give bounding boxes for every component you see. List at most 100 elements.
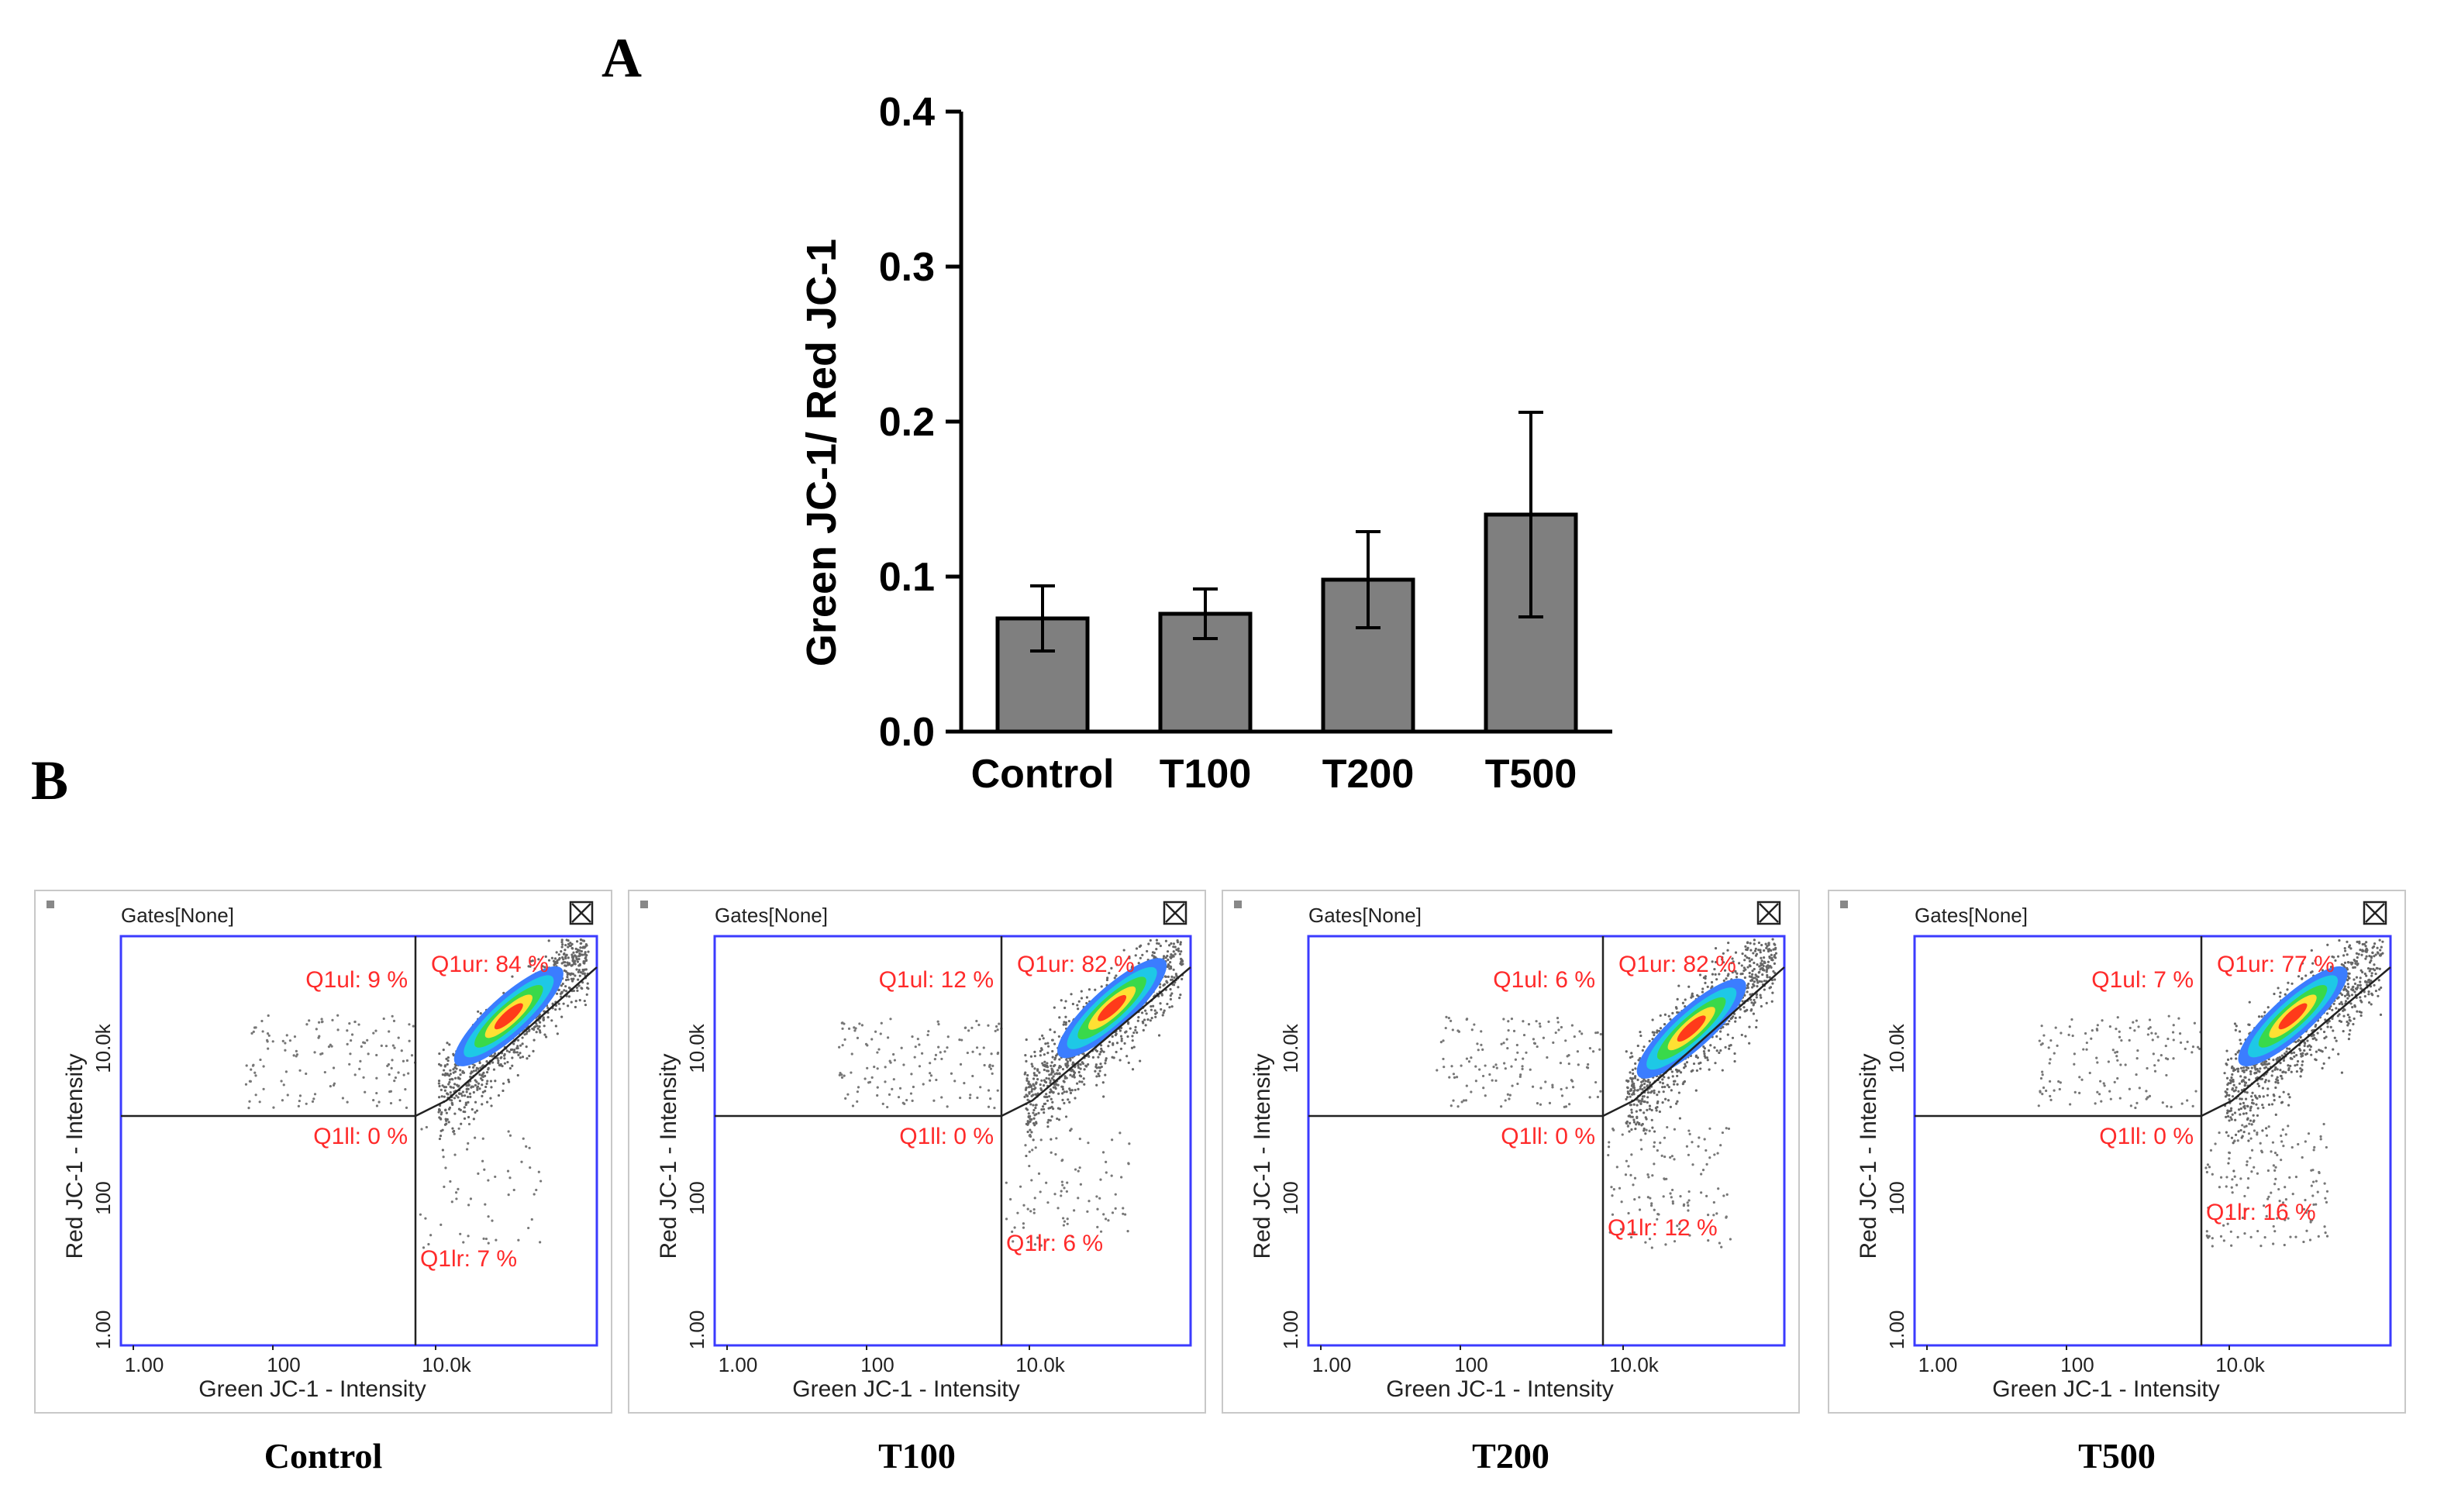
event-dot xyxy=(2246,1118,2249,1121)
event-dot xyxy=(1748,959,1752,963)
event-dot xyxy=(481,1094,484,1097)
event-dot xyxy=(1761,973,1764,976)
event-dot xyxy=(2239,1102,2242,1105)
event-dot xyxy=(412,1025,415,1028)
event-dot xyxy=(2191,1104,2194,1107)
event-dot xyxy=(550,956,554,959)
event-dot xyxy=(2280,1101,2284,1104)
event-dot xyxy=(1642,1129,1646,1132)
event-dot xyxy=(1720,1245,1723,1249)
event-dot xyxy=(1539,1103,1543,1106)
event-dot xyxy=(2373,963,2376,966)
event-dot xyxy=(1535,1020,1538,1023)
event-dot xyxy=(563,989,566,992)
event-dot xyxy=(262,1065,265,1068)
event-dot xyxy=(2243,1194,2246,1198)
event-dot xyxy=(1749,949,1753,952)
event-dot xyxy=(1774,952,1778,955)
event-dot xyxy=(2222,1224,2225,1227)
event-dot xyxy=(1102,1213,1105,1216)
event-dot xyxy=(2246,1163,2249,1166)
event-dot xyxy=(572,951,575,954)
panel-label-a: A xyxy=(601,27,642,89)
event-dot xyxy=(1642,1082,1646,1086)
event-dot xyxy=(1748,964,1751,967)
event-dot xyxy=(2253,1066,2256,1069)
event-dot xyxy=(2080,1078,2084,1081)
event-dot xyxy=(2335,1039,2338,1042)
event-dot xyxy=(1660,1154,1663,1157)
event-dot xyxy=(2227,1082,2230,1085)
event-dot xyxy=(449,1090,452,1094)
event-dot xyxy=(1098,1197,1101,1200)
event-dot xyxy=(2335,997,2339,1000)
event-dot xyxy=(556,959,559,962)
event-dot xyxy=(2230,1186,2233,1189)
event-dot xyxy=(958,1038,961,1042)
event-dot xyxy=(1507,1028,1510,1032)
event-dot xyxy=(2073,1052,2076,1056)
event-dot xyxy=(511,975,514,978)
event-dot xyxy=(2228,1079,2232,1082)
event-dot xyxy=(474,1069,477,1072)
event-dot xyxy=(2346,992,2350,996)
window-marker-icon xyxy=(1234,901,1242,908)
event-dot xyxy=(521,1042,524,1045)
event-dot xyxy=(2299,1067,2302,1070)
event-dot xyxy=(1504,1099,1507,1102)
event-dot xyxy=(1122,1212,1125,1215)
gate-diagonal-line xyxy=(1001,966,1191,1118)
event-dot xyxy=(487,1215,490,1218)
event-dot xyxy=(1650,1118,1653,1121)
event-dot xyxy=(2164,1057,2168,1060)
event-dot xyxy=(1500,1105,1503,1108)
event-dot xyxy=(1449,1104,1453,1107)
event-dot xyxy=(2273,1151,2277,1155)
event-dot xyxy=(259,1058,262,1062)
event-dot xyxy=(578,949,581,952)
event-dot xyxy=(2280,1134,2283,1138)
event-dot xyxy=(1511,1084,1514,1087)
event-dot xyxy=(2265,1060,2268,1063)
event-dot xyxy=(1449,1019,1453,1022)
density-cluster xyxy=(1057,958,1167,1059)
event-dot xyxy=(1054,1083,1057,1086)
event-dot xyxy=(562,958,565,961)
event-dot xyxy=(452,1129,456,1133)
event-dot xyxy=(1046,1238,1050,1242)
event-dot xyxy=(1752,1012,1756,1015)
event-dot xyxy=(477,1010,480,1013)
event-dot xyxy=(1049,1119,1052,1122)
event-dot xyxy=(2266,1087,2270,1090)
event-dot xyxy=(509,1048,513,1052)
event-dot xyxy=(2313,1037,2316,1040)
event-dot xyxy=(2274,1113,2277,1116)
event-dot xyxy=(2348,945,2351,949)
event-dot xyxy=(1663,1136,1667,1139)
event-dot xyxy=(2232,1090,2235,1093)
event-dot xyxy=(2232,1142,2235,1145)
event-dot xyxy=(2249,1156,2252,1159)
event-dot xyxy=(2296,1059,2300,1063)
event-dot xyxy=(467,1083,471,1087)
event-dot xyxy=(2311,1180,2315,1183)
event-dot xyxy=(1024,1088,1028,1091)
event-dot xyxy=(2260,1151,2264,1154)
event-dot xyxy=(1049,1028,1052,1032)
event-dot xyxy=(1767,960,1770,963)
event-dot xyxy=(2164,1044,2167,1048)
event-dot xyxy=(2276,1079,2280,1082)
event-dot xyxy=(2347,986,2350,989)
event-dot xyxy=(1063,1220,1067,1223)
event-dot xyxy=(1633,1076,1637,1080)
event-dot xyxy=(2368,981,2371,984)
event-dot xyxy=(1759,949,1762,952)
event-dot xyxy=(295,1049,298,1052)
event-dot xyxy=(874,1030,877,1033)
event-dot xyxy=(2304,1053,2308,1056)
event-dot xyxy=(1684,1063,1687,1066)
event-dot xyxy=(2214,1142,2217,1145)
event-dot xyxy=(452,1086,455,1090)
event-dot xyxy=(1054,1152,1057,1156)
